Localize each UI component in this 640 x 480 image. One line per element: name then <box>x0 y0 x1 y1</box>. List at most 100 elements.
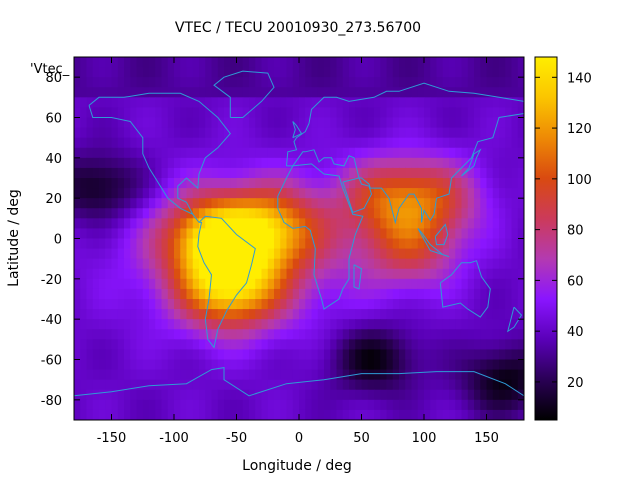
heat-cell <box>355 339 363 351</box>
heat-cell <box>349 389 356 401</box>
heat-cell <box>186 167 194 179</box>
heat-cell <box>136 268 144 280</box>
heat-cell <box>224 379 231 391</box>
heat-cell <box>105 208 113 219</box>
heat-cell <box>299 117 306 129</box>
heat-cell <box>517 198 524 209</box>
heat-cell <box>436 399 444 411</box>
heat-cell <box>74 107 81 119</box>
heat-cell <box>249 77 256 88</box>
heat-cell <box>392 228 400 240</box>
heat-cell <box>336 278 344 290</box>
heat-cell <box>467 208 475 219</box>
heat-cell <box>511 309 519 320</box>
heat-cell <box>255 268 263 280</box>
heat-cell <box>455 137 463 149</box>
heat-cell <box>511 349 519 361</box>
heat-cell <box>142 258 150 270</box>
heat-cell <box>180 399 188 411</box>
heat-cell <box>486 157 494 169</box>
heat-cell <box>161 228 169 240</box>
heat-cell <box>261 299 269 310</box>
heat-cell <box>111 77 119 88</box>
heat-cell <box>317 147 325 159</box>
heat-cell <box>111 218 119 230</box>
heat-cell <box>330 399 338 411</box>
heat-cell <box>86 147 94 159</box>
heat-cell <box>361 309 369 320</box>
heat-cell <box>467 57 475 68</box>
heat-cell <box>486 97 494 109</box>
heat-cell <box>455 309 463 320</box>
heat-cell <box>374 369 381 381</box>
heat-cell <box>367 339 375 351</box>
heat-cell <box>317 248 325 260</box>
heat-cell <box>261 218 269 230</box>
heat-cell <box>511 329 519 340</box>
coastline-madagascar <box>353 264 363 290</box>
heat-cell <box>405 127 413 139</box>
heat-cell <box>267 409 275 420</box>
heat-cell <box>236 238 244 250</box>
heat-cell <box>299 208 306 219</box>
heat-cell <box>124 288 131 300</box>
heat-cell <box>317 339 325 351</box>
heat-cell <box>449 288 456 300</box>
heat-cell <box>280 278 288 290</box>
heat-cell <box>261 278 269 290</box>
heat-cell <box>411 117 419 129</box>
heat-cell <box>261 339 269 351</box>
heat-cell <box>455 369 463 381</box>
heat-cell <box>292 258 300 270</box>
heat-cell <box>361 339 369 351</box>
heat-cell <box>230 339 238 351</box>
heat-cell <box>461 268 469 280</box>
heat-cell <box>80 157 88 169</box>
heat-cell <box>249 258 256 270</box>
heat-cell <box>286 248 294 260</box>
heat-cell <box>105 127 113 139</box>
heat-cell <box>317 157 325 169</box>
heat-cell <box>511 379 519 391</box>
heat-cell <box>136 198 144 209</box>
heat-cell <box>474 87 481 98</box>
heat-cell <box>86 299 94 310</box>
heat-cell <box>461 399 469 411</box>
heat-cell <box>492 208 500 219</box>
heat-cell <box>199 309 206 320</box>
heat-cell <box>361 389 369 401</box>
heat-cell <box>205 329 213 340</box>
heat-cell <box>205 77 213 88</box>
heat-cell <box>142 278 150 290</box>
heat-cell <box>167 167 175 179</box>
heat-cell <box>374 349 381 361</box>
heat-cell <box>430 178 438 189</box>
heat-cell <box>92 137 100 149</box>
heat-cell <box>492 278 500 290</box>
heat-cell <box>255 359 263 371</box>
heat-cell <box>342 399 350 411</box>
heat-cell <box>236 399 244 411</box>
heat-cell <box>111 188 119 199</box>
heat-cell <box>386 369 394 381</box>
heat-cell <box>286 369 294 381</box>
heat-cell <box>342 299 350 310</box>
heat-cell <box>361 97 369 109</box>
heat-cell <box>424 409 431 420</box>
heat-cell <box>299 399 306 411</box>
heat-cell <box>136 228 144 240</box>
heat-cell <box>467 77 475 88</box>
heat-cell <box>386 188 394 199</box>
heat-cell <box>167 57 175 68</box>
heat-cell <box>255 178 263 189</box>
heat-cell <box>511 409 519 420</box>
heat-cell <box>192 339 200 351</box>
heat-cell <box>130 278 138 290</box>
heat-cell <box>186 238 194 250</box>
heat-cell <box>211 228 219 240</box>
heat-cell <box>280 87 288 98</box>
heat-cell <box>449 258 456 270</box>
heat-cell <box>511 198 519 209</box>
heat-cell <box>299 188 306 199</box>
heat-cell <box>99 167 106 179</box>
